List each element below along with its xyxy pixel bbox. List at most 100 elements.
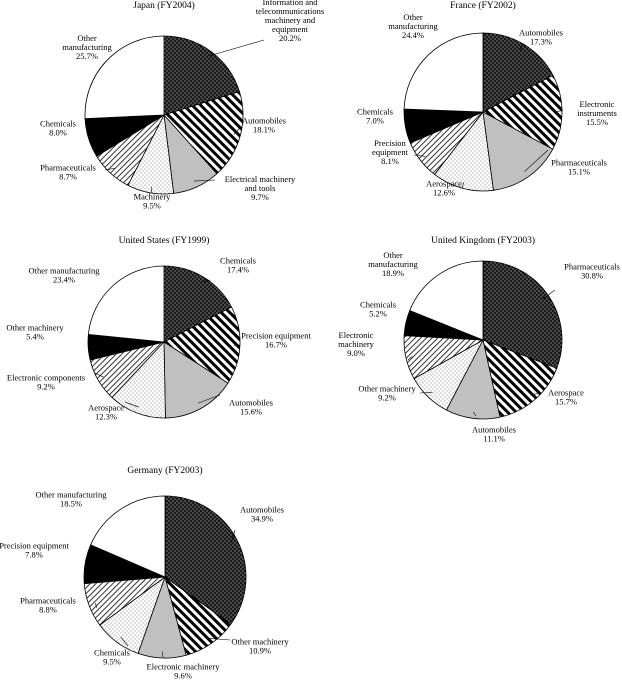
slice-category-label: Chemicals [220, 256, 256, 266]
label-leader-line [94, 372, 104, 378]
slice-category-label: Other machinery [231, 637, 289, 647]
chart-title: United States (FY1999) [119, 235, 210, 246]
label-leader-line [419, 391, 433, 394]
pie-slice [482, 339, 558, 418]
slice-category-label: Aerospace [88, 403, 124, 413]
chart-title: France (FY2002) [450, 0, 516, 11]
label-leader-line [233, 127, 241, 135]
slice-percent-label: 8.8% [39, 605, 57, 615]
slice-percent-label: 15.6% [240, 407, 262, 417]
chart-title: Germany (FY2003) [127, 465, 202, 476]
slice-percent-label: 7.0% [366, 116, 384, 126]
slice-category-label: Pharmaceuticals [20, 596, 76, 606]
label-leader-line [413, 154, 426, 157]
slice-category-label: Other [403, 12, 423, 22]
slice-percent-label: 9.6% [174, 671, 192, 681]
slice-category-label: Machinery [134, 192, 172, 202]
label-leader-line [461, 182, 465, 189]
slice-percent-label: 8.0% [49, 128, 67, 138]
chart-title: United Kingdom (FY2003) [431, 235, 535, 246]
slice-category-label: Precision equipment [241, 331, 311, 341]
slice-category-label: Chemicals [357, 107, 393, 117]
label-leader-line [94, 602, 98, 609]
slice-category-label: Pharmaceuticals [564, 262, 620, 272]
label-leader-line [194, 179, 216, 182]
slice-percent-label: 8.7% [59, 172, 77, 182]
pie-slice [163, 91, 244, 175]
pie-slice [163, 265, 233, 343]
label-leader-line [530, 392, 541, 396]
slice-percent-label: 9.2% [378, 393, 396, 403]
slice-percent-label: 9.0% [347, 348, 365, 358]
label-leader-line [151, 186, 153, 194]
pie-slice [90, 495, 166, 578]
slice-percent-label: 20.2% [279, 33, 301, 43]
label-leader-line [200, 279, 211, 283]
slice-category-label: Automobiles [240, 505, 284, 515]
label-leader-line [104, 168, 115, 171]
slice-category-label: Chemicals [94, 648, 130, 658]
slice-percent-label: 12.6% [433, 188, 455, 198]
slice-category-label: Electronic [339, 330, 374, 340]
slice-percent-label: 11.1% [483, 434, 505, 444]
slice-percent-label: 18.5% [60, 499, 82, 509]
slice-percent-label: 34.9% [251, 514, 273, 524]
label-leader-line [207, 39, 265, 57]
label-leader-line [520, 44, 523, 50]
slice-category-label: Aerospace [426, 179, 462, 189]
slice-category-label: Other [77, 33, 97, 43]
pie-slice [482, 32, 554, 113]
pie-slice [164, 495, 247, 625]
slice-percent-label: 24.4% [402, 30, 424, 40]
slice-category-label: Other machinery [6, 323, 64, 333]
slice-category-label: Other [383, 250, 403, 260]
label-leader-line [555, 109, 564, 113]
slice-category-label: telecommunications [256, 6, 324, 16]
slice-percent-label: 15.1% [568, 167, 590, 177]
slice-category-label: Information and [263, 0, 319, 7]
pie-slice [434, 110, 494, 192]
pie-slice [163, 306, 241, 384]
slice-category-label: Precision [374, 138, 406, 148]
slice-percent-label: 18.1% [253, 125, 275, 135]
slice-category-label: equipment [272, 24, 309, 34]
chart-title: Japan (FY2004) [133, 0, 194, 11]
slice-percent-label: 12.3% [95, 412, 117, 422]
label-leader-line [87, 559, 92, 566]
slice-category-label: Pharmaceuticals [40, 163, 96, 173]
pie-slice [84, 35, 165, 120]
label-leader-line [407, 356, 413, 361]
pie-slice [87, 265, 165, 343]
slice-percent-label: 30.8% [581, 271, 603, 281]
label-leader-line [161, 651, 164, 658]
pie-slice [111, 341, 166, 419]
slice-category-label: Automobiles [242, 116, 286, 126]
slice-category-label: Electrical machinery [225, 174, 296, 184]
slice-percent-label: 8.1% [381, 156, 399, 166]
slice-category-label: instruments [577, 108, 617, 118]
pie-slice [482, 74, 563, 150]
label-leader-line [120, 636, 129, 647]
slice-percent-label: 18.9% [382, 268, 404, 278]
pie-slice [482, 111, 554, 191]
slice-category-label: Electronic [580, 99, 615, 109]
slice-percent-label: 17.3% [530, 37, 552, 47]
label-leader-line [403, 117, 412, 126]
pie-slice [403, 32, 484, 113]
pie-slice [163, 35, 240, 116]
slice-percent-label: 10.9% [249, 646, 271, 656]
slice-category-label: Chemicals [360, 300, 396, 310]
slice-category-label: manufacturing [62, 42, 112, 52]
label-leader-line [207, 637, 231, 641]
slice-category-label: Electronic components [7, 373, 85, 383]
pie-chart: United Kingdom (FY2003) Pharmaceuticals30… [338, 235, 620, 444]
slice-category-label: Other machinery [358, 384, 416, 394]
slice-category-label: Aerospace [548, 388, 584, 398]
slice-category-label: and tools [245, 183, 276, 193]
slice-category-label: Chemicals [40, 119, 76, 129]
pie-slice [409, 260, 484, 341]
